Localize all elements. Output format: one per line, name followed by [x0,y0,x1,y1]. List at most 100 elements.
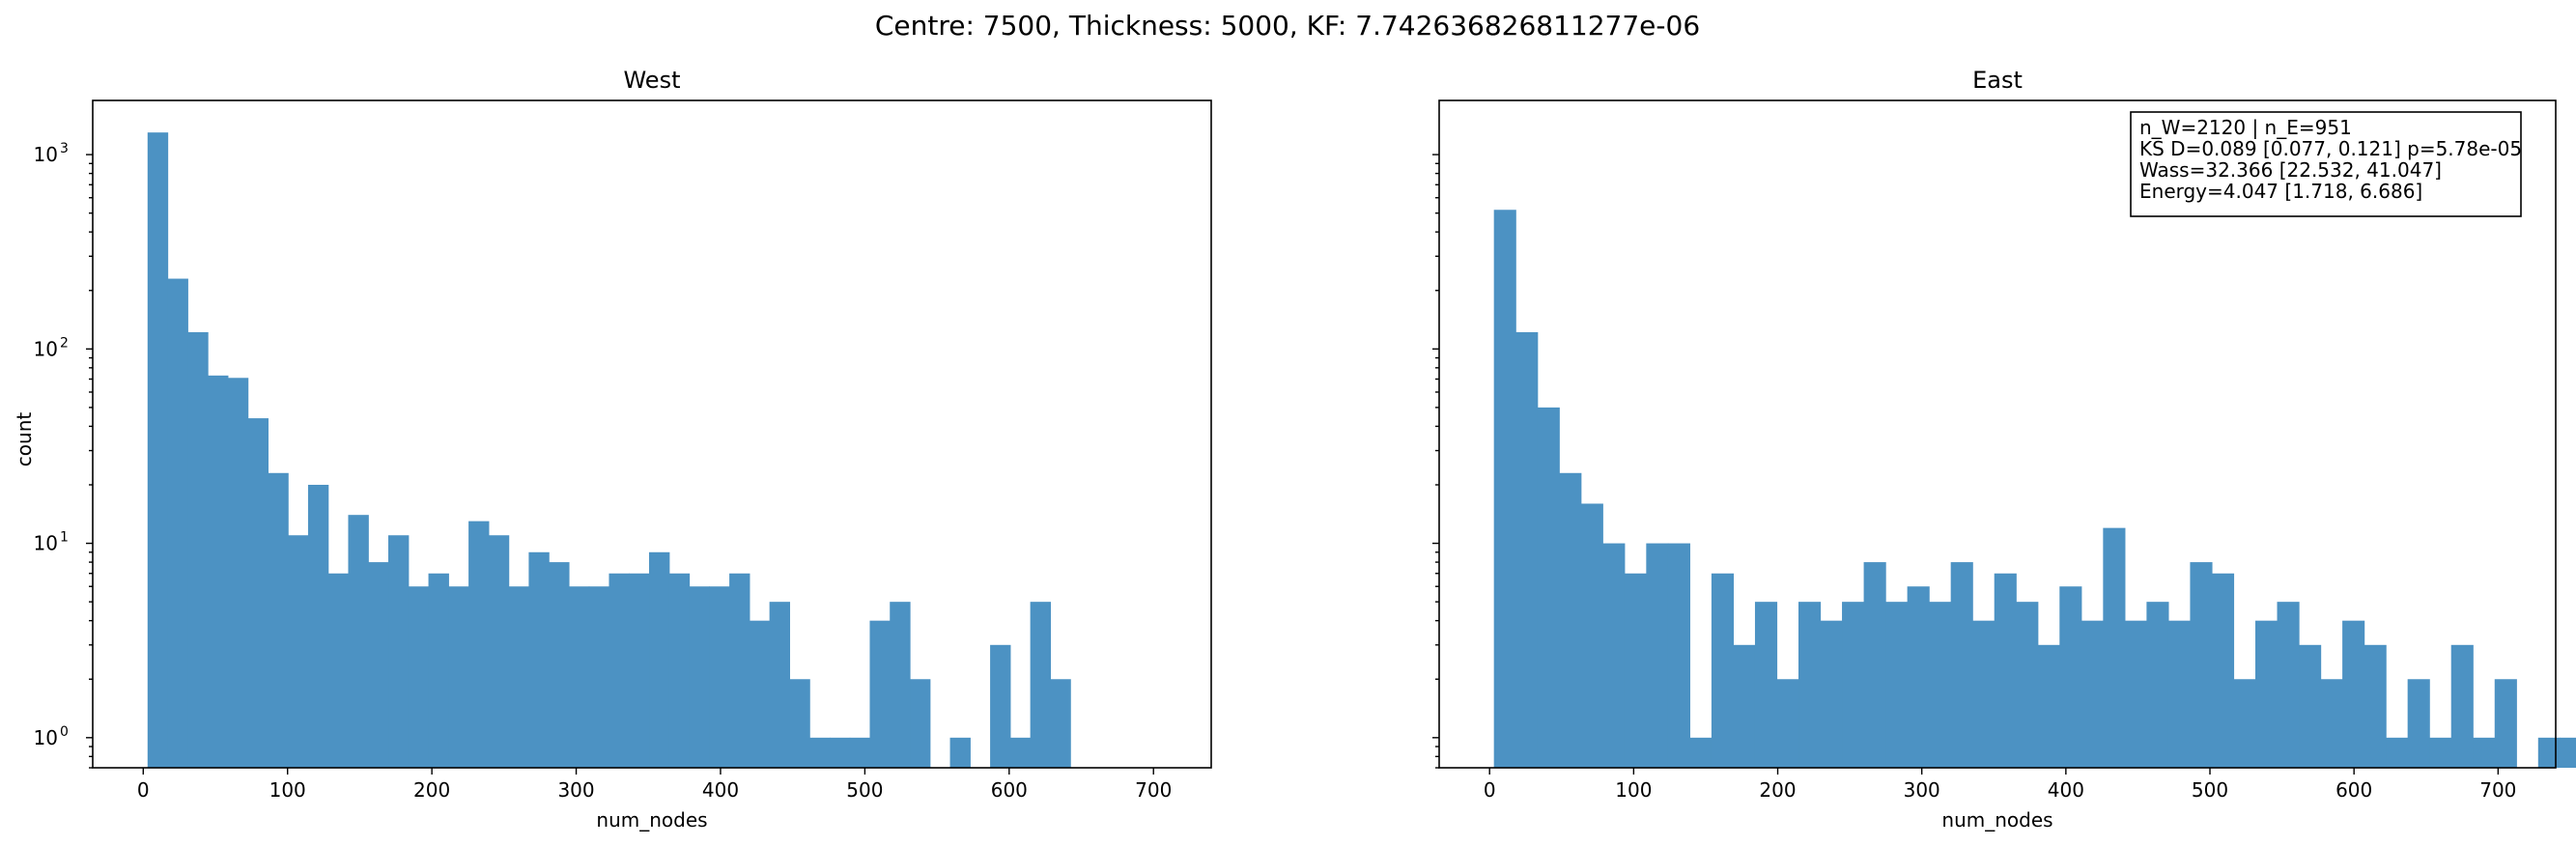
east-bar-1 [1515,331,1539,768]
west-bar-11 [368,562,389,768]
stats-line-counts: n_W=2120 | n_E=951 [2139,116,2352,139]
east-bar-48 [2537,737,2561,768]
west-bar-23 [609,573,630,768]
east-bar-38 [2320,679,2343,768]
west-bar-7 [288,535,309,768]
west-bar-43 [1009,737,1032,768]
west-bar-20 [549,562,570,768]
east-bar-20 [1929,602,1952,768]
west-plot-frame [92,99,1212,769]
west-bar-6 [268,472,289,768]
east-xtick-label-6: 600 [2335,778,2372,802]
west-ytick-label-0: 10 [34,726,58,749]
east-xtick-label-2: 200 [1759,778,1796,802]
west-ytick-exponent-2: 2 [60,335,69,351]
east-bar-11 [1733,644,1756,768]
east-bar-24 [2016,602,2039,768]
west-bar-35 [849,737,871,768]
west-bar-12 [388,535,410,768]
east-bars [1493,210,2576,768]
east-bar-3 [1559,472,1582,768]
west-xtick-label-5: 500 [846,778,883,802]
east-bar-30 [2146,602,2169,768]
east-bar-28 [2103,527,2126,768]
west-bar-9 [327,573,350,768]
west-bar-25 [649,551,670,768]
west-bar-17 [488,535,510,768]
east-bar-35 [2255,620,2279,768]
stats-line-wasserstein: Wass=32.366 [22.532, 41.047] [2139,158,2442,182]
east-bar-32 [2190,562,2213,768]
east-plot-frame [1438,99,2557,769]
west-bar-0 [147,132,169,769]
east-bar-9 [1689,737,1713,768]
stats-line-ks: KS D=0.089 [0.077, 0.121] p=5.78e-05 [2139,137,2522,160]
east-bar-37 [2299,644,2322,768]
east-bar-18 [1885,602,1909,768]
west-bar-38 [910,679,931,768]
west-bar-1 [167,278,188,768]
west-bar-2 [187,331,209,768]
west-bar-37 [890,602,911,768]
west-ylabel: count [13,412,36,467]
west-xtick-label-2: 200 [413,778,450,802]
west-bar-28 [709,586,730,768]
east-bar-40 [2364,644,2387,768]
east-bar-2 [1537,407,1560,768]
east-bar-19 [1907,586,1930,768]
west-bar-32 [789,679,810,768]
east-bar-34 [2233,679,2256,768]
east-xtick-label-7: 700 [2479,778,2516,802]
east-bar-27 [2081,620,2104,768]
panel-west-title: West [623,67,680,94]
east-xtick-label-1: 100 [1615,778,1652,802]
east-bar-5 [1602,543,1626,768]
west-bar-24 [629,573,650,768]
east-bar-41 [2386,737,2409,768]
east-bar-12 [1754,602,1778,768]
west-bar-19 [528,551,550,768]
panel-east: East 0 100 200 300 400 500 600 700 num_nodes n_… [1432,67,2576,832]
west-bar-4 [227,378,249,768]
west-bar-10 [348,515,369,768]
east-bar-45 [2473,737,2496,768]
east-bar-25 [2037,644,2060,768]
west-bar-8 [307,485,329,768]
east-bar-16 [1842,602,1865,768]
west-xtick-label-3: 300 [557,778,594,802]
east-bar-31 [2167,620,2192,768]
west-xtick-label-6: 600 [991,778,1028,802]
west-xtick-label-7: 700 [1135,778,1172,802]
east-bar-46 [2494,679,2517,768]
east-bar-6 [1624,573,1647,768]
west-bar-42 [990,644,1011,768]
east-xtick-label-4: 400 [2048,778,2084,802]
west-bar-45 [1050,679,1071,768]
east-xlabel: num_nodes [1941,808,2052,832]
west-xtick-label-0: 0 [137,778,150,802]
east-bar-14 [1798,602,1822,768]
west-bar-18 [508,586,529,768]
west-bar-44 [1030,602,1051,768]
west-bar-21 [568,586,590,768]
west-bar-13 [408,586,430,768]
west-xtick-label-4: 400 [702,778,739,802]
west-bar-29 [729,573,750,768]
west-bar-16 [468,521,490,768]
east-bar-26 [2059,586,2082,768]
west-bar-26 [668,573,691,768]
east-xtick-label-5: 500 [2192,778,2228,802]
east-bar-29 [2124,620,2147,768]
east-bar-42 [2407,679,2430,768]
east-bar-36 [2277,602,2300,768]
west-bar-30 [749,620,771,768]
east-bar-10 [1711,573,1735,768]
east-xtick-label-3: 300 [1904,778,1940,802]
west-ytick-label-1: 10 [34,532,58,555]
east-bar-15 [1820,620,1843,768]
east-bar-8 [1667,543,1690,768]
east-bar-17 [1863,562,1886,768]
